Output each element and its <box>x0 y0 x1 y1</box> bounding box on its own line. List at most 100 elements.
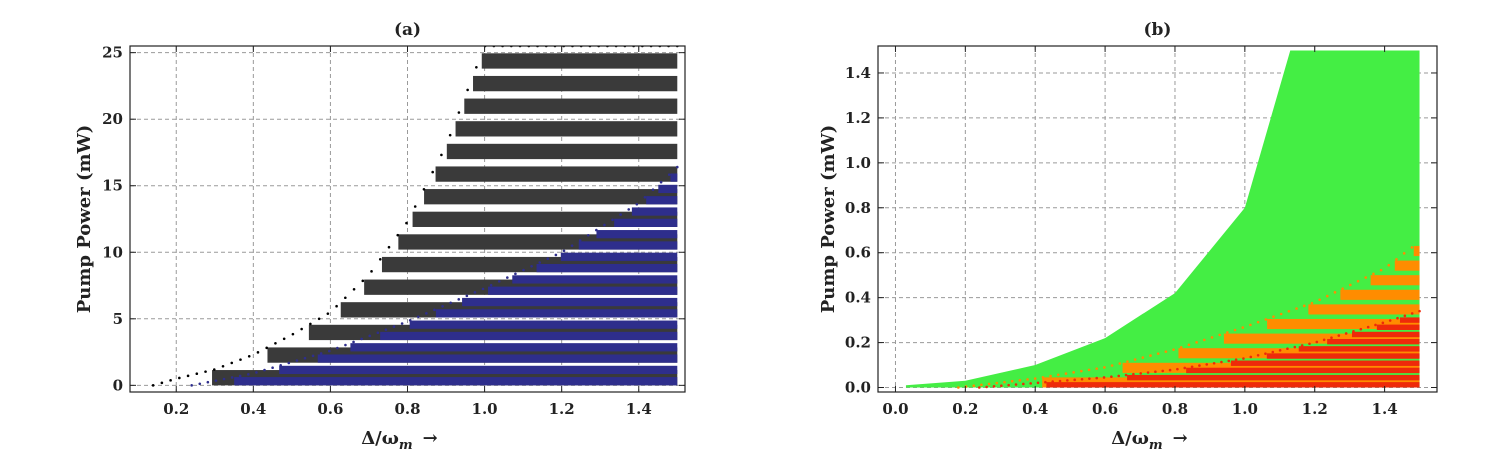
boundary-point <box>1271 350 1275 354</box>
boundary-point <box>1103 366 1106 369</box>
boundary-point <box>457 111 461 114</box>
y-axis-label: Pump Power (mW) <box>74 125 95 314</box>
inner_region-band <box>409 320 678 329</box>
outer_region-band <box>424 189 678 205</box>
boundary-point <box>361 279 365 283</box>
boundary-point <box>1372 272 1375 276</box>
boundary-point <box>291 332 295 336</box>
boundary-point <box>274 341 277 345</box>
boundary-point <box>473 291 477 294</box>
boundary-point <box>1000 384 1003 388</box>
boundary-point <box>1241 326 1245 329</box>
y-tick-label: 0.8 <box>845 199 871 217</box>
boundary-point <box>1396 316 1399 320</box>
boundary-point <box>1029 382 1032 385</box>
boundary-point <box>603 223 606 227</box>
boundary-point <box>1156 352 1160 355</box>
boundary-point <box>1110 375 1113 378</box>
x-tick-label: 0.2 <box>952 400 978 418</box>
boundary-point <box>1227 359 1231 363</box>
orange_region-band <box>1340 289 1420 300</box>
x-tick-label: 1.4 <box>1372 400 1398 418</box>
y-tick-label: 20 <box>102 110 123 128</box>
outer_region-band <box>464 98 678 114</box>
boundary-point <box>448 133 452 137</box>
boundary-point <box>1388 319 1392 322</box>
boundary-point <box>1049 374 1052 378</box>
x-tick-label: 1.0 <box>1232 400 1258 418</box>
x-tick-label: 1.4 <box>626 400 652 418</box>
outer_region-band <box>473 75 678 92</box>
panel-title: (a) <box>394 20 421 40</box>
boundary-point <box>256 351 260 354</box>
boundary-point <box>440 153 443 157</box>
boundary-point <box>595 228 598 232</box>
boundary-point <box>1220 360 1223 364</box>
boundary-point <box>1234 358 1238 362</box>
red_region-band <box>1351 331 1420 338</box>
boundary-point <box>980 383 983 387</box>
boundary-point <box>151 384 155 387</box>
boundary-point <box>1041 375 1045 379</box>
y-tick-label: 0.6 <box>845 244 871 262</box>
boundary-point <box>214 379 218 382</box>
boundary-point <box>972 384 976 388</box>
boundary-point <box>282 337 286 341</box>
orange_region-band <box>1308 304 1420 315</box>
inner_region-band <box>488 286 678 295</box>
boundary-point <box>992 385 996 388</box>
inner_region-band <box>279 365 678 375</box>
boundary-point <box>160 381 164 385</box>
boundary-point <box>1308 342 1311 346</box>
boundary-point <box>1044 380 1047 384</box>
boundary-point <box>425 312 428 315</box>
boundary-point <box>522 268 525 272</box>
boundary-point <box>368 334 372 338</box>
y-tick-label: 0.4 <box>845 289 871 307</box>
boundary-point <box>1072 371 1075 374</box>
boundary-point <box>352 340 355 344</box>
boundary-point <box>392 325 396 328</box>
boundary-point <box>413 205 417 208</box>
boundary-point <box>247 373 250 376</box>
boundary-point <box>675 165 679 169</box>
boundary-point <box>1033 377 1037 380</box>
boundary-point <box>204 370 207 373</box>
boundary-point <box>1168 368 1172 372</box>
boundary-point <box>344 296 347 300</box>
boundary-point <box>378 257 382 261</box>
boundary-point <box>408 319 412 322</box>
boundary-point <box>1381 321 1385 325</box>
boundary-point <box>1010 379 1014 383</box>
inner_region-band <box>234 377 678 386</box>
boundary-point <box>1387 263 1391 267</box>
x-tick-label: 0.2 <box>163 400 189 418</box>
x-tick-label: 0.4 <box>240 400 266 418</box>
boundary-point <box>1149 354 1152 357</box>
boundary-point <box>178 376 181 380</box>
inner_region-band <box>614 218 678 227</box>
x-axis-label-subscript: m <box>399 438 413 453</box>
red_region-band <box>1266 353 1420 359</box>
red_region-band <box>1186 367 1420 374</box>
inner_region-band <box>596 230 678 239</box>
boundary-point <box>1315 340 1319 344</box>
boundary-point <box>1402 252 1406 255</box>
red_region-band <box>1230 360 1420 366</box>
boundary-point <box>1146 371 1150 374</box>
x-axis-label: Δ/ωm → <box>361 428 438 453</box>
orange_region-band <box>1178 348 1420 359</box>
boundary-point <box>416 315 420 319</box>
outer_region-band <box>412 211 678 227</box>
boundary-point <box>627 208 631 211</box>
boundary-point <box>1164 350 1168 353</box>
boundary-point <box>1066 379 1069 382</box>
y-tick-label: 5 <box>113 310 123 328</box>
boundary-point <box>433 308 436 312</box>
boundary-point <box>554 253 558 257</box>
red_region-band <box>1127 374 1420 381</box>
orange_region-band <box>1394 260 1420 271</box>
boundary-point <box>1080 369 1083 373</box>
red_region-band <box>1298 346 1420 352</box>
boundary-point <box>978 386 981 389</box>
